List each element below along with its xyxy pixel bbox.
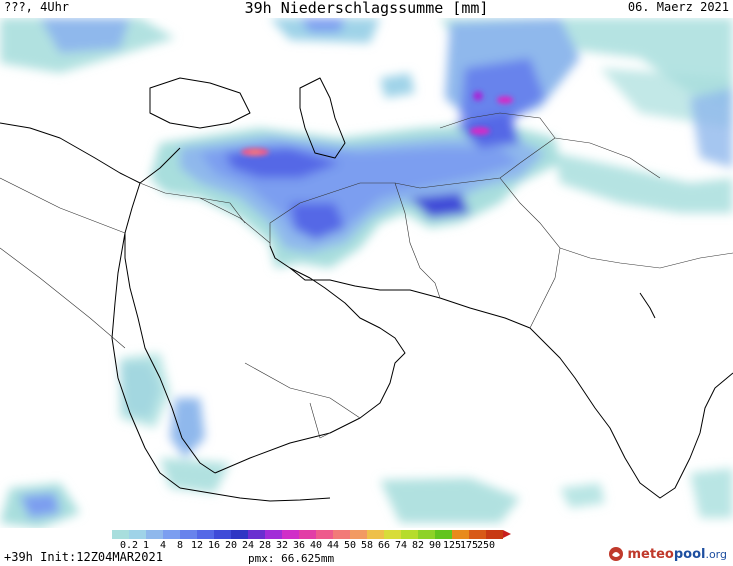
color-scale-segment	[333, 530, 350, 539]
precipitation-color-scale	[112, 530, 511, 539]
color-scale-tick: 28	[258, 540, 272, 551]
color-scale-segment	[282, 530, 299, 539]
precipitation-peaks	[241, 91, 513, 156]
color-scale-segment	[146, 530, 163, 539]
color-scale-tick: 12	[190, 540, 204, 551]
color-scale-segment	[129, 530, 146, 539]
color-scale-tick: 74	[394, 540, 408, 551]
meteopool-logo: meteopool.org	[608, 546, 728, 562]
precipitation-map	[0, 18, 733, 528]
color-scale-segment	[367, 530, 384, 539]
color-scale-segment	[401, 530, 418, 539]
color-scale-tick: 125	[442, 540, 462, 551]
precipitation-layer	[0, 18, 733, 528]
color-scale-tick: 58	[360, 540, 374, 551]
meteopool-logo-text: meteopool.org	[627, 546, 728, 562]
color-scale-tick: 50	[343, 540, 357, 551]
color-scale-segment	[112, 530, 129, 539]
color-scale-segment	[197, 530, 214, 539]
map-title: 39h Niederschlagssumme [mm]	[244, 0, 489, 17]
color-scale-tick: 250	[476, 540, 496, 551]
init-time-label: +39h Init:12Z04MAR2021	[4, 550, 163, 564]
color-scale-segment	[231, 530, 248, 539]
color-scale-tick: 90	[428, 540, 442, 551]
color-scale-segment	[452, 530, 469, 539]
color-scale-tick: 32	[275, 540, 289, 551]
color-scale-tick: 40	[309, 540, 323, 551]
color-scale-tick: 16	[207, 540, 221, 551]
color-scale-segment	[265, 530, 282, 539]
color-scale-segment	[435, 530, 452, 539]
color-scale-segment	[418, 530, 435, 539]
color-scale-tick: 175	[459, 540, 479, 551]
color-scale-segment	[163, 530, 180, 539]
color-scale-segment	[180, 530, 197, 539]
color-scale-arrow	[503, 530, 511, 538]
color-scale-tick: 4	[159, 540, 167, 551]
color-scale-tick: 44	[326, 540, 340, 551]
color-scale-segment	[248, 530, 265, 539]
color-scale-tick: 66	[377, 540, 391, 551]
color-scale-tick: 24	[241, 540, 255, 551]
location-time-label: ???, 4Uhr	[4, 0, 70, 14]
color-scale-tick: 20	[224, 540, 238, 551]
color-scale-tick: 1	[142, 540, 150, 551]
max-precip-label: pmx: 66.625mm	[248, 552, 335, 565]
color-scale-segment	[469, 530, 486, 539]
meteopool-logo-icon	[608, 547, 623, 561]
color-scale-tick: 36	[292, 540, 306, 551]
country-borders	[0, 112, 733, 439]
valid-date-label: 06. Maerz 2021	[627, 0, 729, 14]
color-scale-tick: 82	[411, 540, 425, 551]
coastlines	[0, 77, 733, 502]
color-scale-segment	[350, 530, 367, 539]
color-scale-segment	[486, 530, 503, 539]
color-scale-tick: 8	[176, 540, 184, 551]
color-scale-segment	[299, 530, 316, 539]
color-scale-segment	[214, 530, 231, 539]
color-scale-tick: 0.2	[119, 540, 139, 551]
color-scale-segment	[316, 530, 333, 539]
color-scale-segment	[384, 530, 401, 539]
